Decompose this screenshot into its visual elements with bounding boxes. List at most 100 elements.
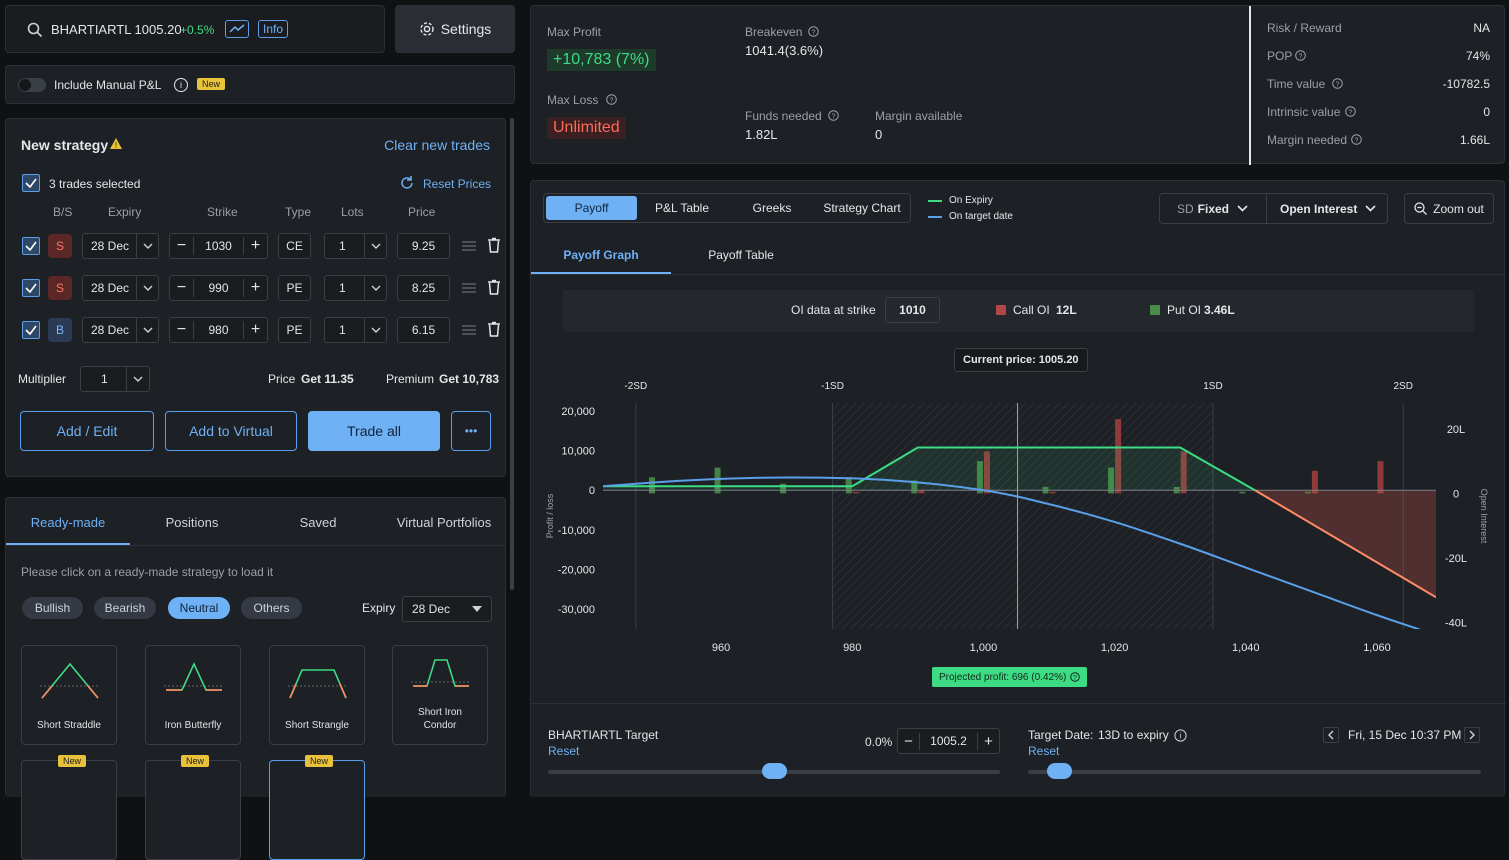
side-badge-buy[interactable]: B: [48, 318, 72, 342]
info-icon[interactable]: ?: [1345, 106, 1356, 117]
lots-select[interactable]: 1: [324, 275, 387, 301]
card-short-straddle[interactable]: Short Straddle: [21, 645, 117, 745]
tab-pl-table[interactable]: P&L Table: [654, 201, 710, 215]
filter-others[interactable]: Others: [241, 597, 302, 619]
trade-checkbox[interactable]: [22, 279, 40, 297]
target-reset-link[interactable]: Reset: [548, 744, 580, 758]
info-icon[interactable]: ?: [1351, 134, 1362, 145]
side-badge-sell[interactable]: S: [48, 234, 72, 258]
trade-row: S 28 Dec −1030 + CE 1 9.25: [6, 232, 506, 260]
left-scrollbar[interactable]: [510, 118, 514, 590]
strike-stepper[interactable]: −990 +: [169, 275, 268, 301]
type-field[interactable]: CE: [278, 233, 311, 259]
next-date-button[interactable]: [1464, 727, 1480, 743]
drag-handle-icon[interactable]: [462, 283, 476, 293]
oi-dropdown[interactable]: Open Interest: [1266, 193, 1388, 224]
refresh-icon[interactable]: [399, 175, 415, 191]
tab-saved[interactable]: Saved: [299, 514, 337, 530]
sd-label: 2SD: [1393, 381, 1412, 392]
tab-strategy-chart[interactable]: Strategy Chart: [823, 201, 901, 215]
col-strike: Strike: [207, 205, 238, 219]
minus-icon[interactable]: −: [170, 237, 194, 255]
trade-all-button[interactable]: Trade all: [308, 411, 440, 451]
call-oi-bar: [1115, 419, 1122, 494]
price-field[interactable]: 6.15: [397, 317, 450, 343]
oi-strike-field[interactable]: 1010: [885, 297, 940, 323]
side-badge-sell[interactable]: S: [48, 276, 72, 300]
minus-icon[interactable]: −: [170, 321, 194, 339]
target-price-slider-handle[interactable]: [762, 763, 787, 779]
settings-button[interactable]: Settings: [395, 5, 515, 53]
target-date-slider-handle[interactable]: [1047, 763, 1072, 779]
tab-payoff-table[interactable]: Payoff Table: [708, 248, 774, 262]
filter-bullish[interactable]: Bullish: [22, 597, 83, 619]
add-to-virtual-button[interactable]: Add to Virtual: [165, 411, 297, 451]
plus-icon[interactable]: +: [243, 321, 267, 339]
tab-payoff-graph[interactable]: Payoff Graph: [563, 248, 639, 262]
card-iron-butterfly[interactable]: Iron Butterfly: [145, 645, 241, 745]
add-edit-button[interactable]: Add / Edit: [20, 411, 154, 451]
expiry-filter-select[interactable]: 28 Dec: [402, 596, 492, 622]
trash-icon[interactable]: [487, 237, 501, 253]
target-date-reset-link[interactable]: Reset: [1028, 744, 1060, 758]
tab-greeks[interactable]: Greeks: [752, 201, 792, 215]
price-field[interactable]: 9.25: [397, 233, 450, 259]
card-short-strangle[interactable]: Short Strangle: [269, 645, 365, 745]
card-short-iron-condor[interactable]: Short Iron Condor: [392, 645, 488, 745]
tab-virtual-portfolios[interactable]: Virtual Portfolios: [396, 514, 492, 530]
sd-dropdown[interactable]: SD Fixed: [1159, 193, 1267, 224]
target-date-slider[interactable]: [1028, 770, 1481, 774]
plus-icon[interactable]: +: [243, 237, 267, 255]
plus-icon[interactable]: +: [977, 732, 999, 750]
info-icon[interactable]: ?: [1295, 50, 1306, 61]
zoom-out-button[interactable]: Zoom out: [1404, 193, 1494, 224]
filter-bearish[interactable]: Bearish: [94, 597, 156, 619]
legend-expiry: On Expiry: [949, 195, 993, 206]
prev-date-button[interactable]: [1323, 727, 1339, 743]
filter-neutral[interactable]: Neutral: [168, 597, 230, 619]
info-icon[interactable]: ?: [1332, 78, 1343, 89]
more-options-button[interactable]: •••: [451, 411, 491, 451]
select-all-checkbox[interactable]: [22, 174, 40, 192]
multiplier-select[interactable]: 1: [80, 366, 150, 392]
plus-icon[interactable]: +: [243, 279, 267, 297]
tab-payoff[interactable]: Payoff: [546, 196, 637, 220]
info-icon[interactable]: ?: [808, 26, 819, 37]
trash-icon[interactable]: [487, 279, 501, 295]
clear-trades-link[interactable]: Clear new trades: [384, 137, 490, 153]
info-icon[interactable]: i: [1174, 729, 1187, 742]
manual-pl-toggle[interactable]: [18, 78, 46, 92]
expiry-select[interactable]: 28 Dec: [82, 275, 159, 301]
type-field[interactable]: PE: [278, 317, 311, 343]
card-more-2[interactable]: New: [145, 755, 241, 860]
trade-checkbox[interactable]: [22, 321, 40, 339]
lots-select[interactable]: 1: [324, 317, 387, 343]
tab-ready-made[interactable]: Ready-made: [30, 514, 106, 530]
expiry-select[interactable]: 28 Dec: [82, 233, 159, 259]
search-bar[interactable]: BHARTIARTL 1005.20 +0.5% Info: [5, 5, 385, 53]
drag-handle-icon[interactable]: [462, 241, 476, 251]
chevron-down-icon: [143, 327, 153, 333]
reset-prices-link[interactable]: Reset Prices: [423, 177, 492, 191]
tab-positions[interactable]: Positions: [165, 514, 219, 530]
type-field[interactable]: PE: [278, 275, 311, 301]
lots-select[interactable]: 1: [324, 233, 387, 259]
info-button[interactable]: Info: [258, 20, 289, 38]
trade-checkbox[interactable]: [22, 237, 40, 255]
trend-chart-icon[interactable]: [225, 20, 249, 38]
trash-icon[interactable]: [487, 321, 501, 337]
strike-stepper[interactable]: −1030 +: [169, 233, 268, 259]
minus-icon[interactable]: −: [170, 279, 194, 297]
info-icon[interactable]: ?: [828, 110, 839, 121]
info-icon[interactable]: i: [174, 78, 188, 92]
card-more-3[interactable]: New: [269, 755, 365, 860]
strike-stepper[interactable]: −980 +: [169, 317, 268, 343]
expiry-select[interactable]: 28 Dec: [82, 317, 159, 343]
minus-icon[interactable]: −: [898, 732, 920, 750]
target-price-stepper[interactable]: −1005.2 +: [897, 728, 1000, 754]
drag-handle-icon[interactable]: [462, 325, 476, 335]
card-more-1[interactable]: New: [21, 755, 117, 860]
payoff-chart[interactable]: 20,000 10,000 0 -10,000 -20,000 -30,000 20L 0 -2…: [531, 371, 1506, 691]
price-field[interactable]: 8.25: [397, 275, 450, 301]
info-icon[interactable]: ?: [606, 94, 617, 105]
